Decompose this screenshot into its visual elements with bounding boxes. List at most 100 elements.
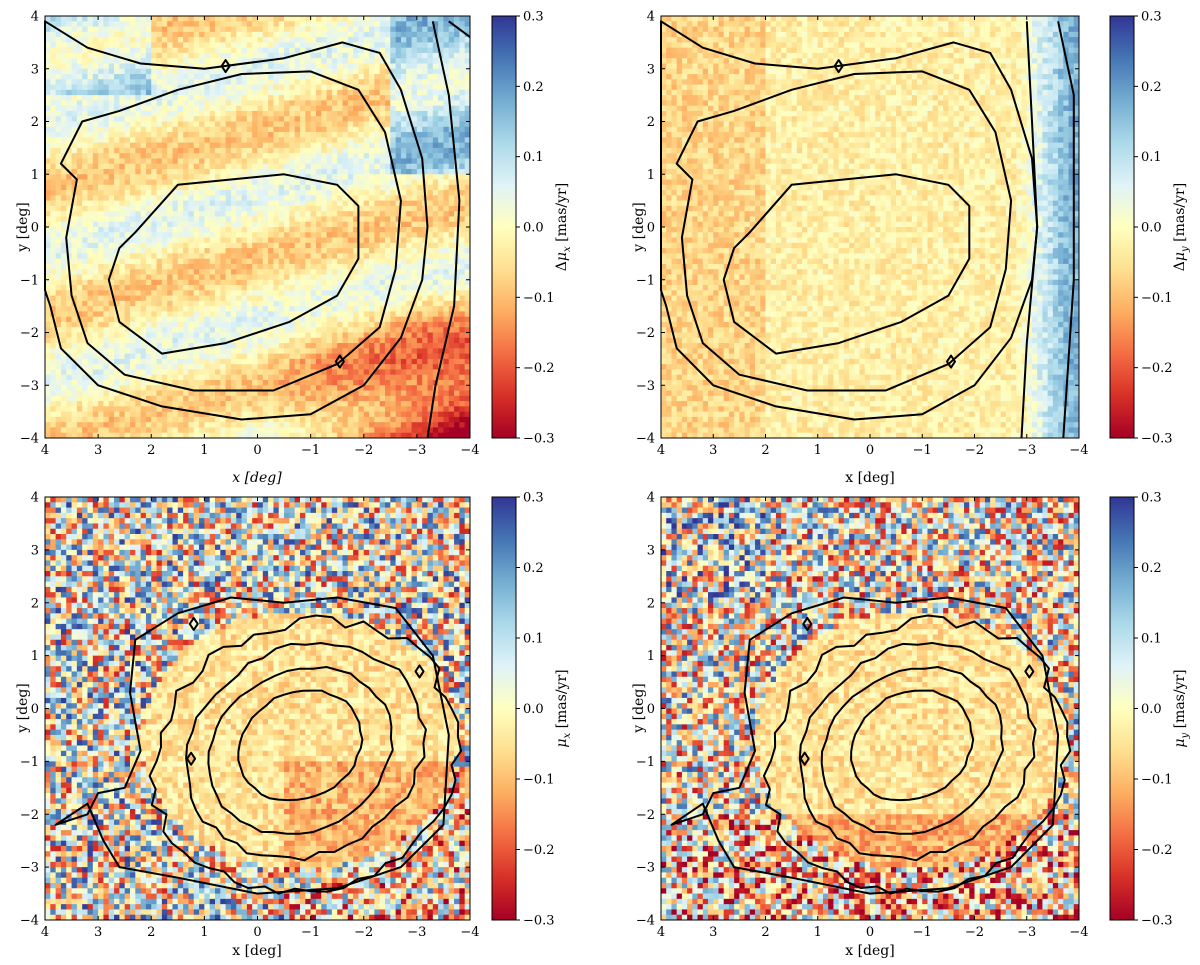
heatmap-cell bbox=[241, 132, 248, 138]
heatmap-cell bbox=[71, 285, 78, 291]
heatmap-cell bbox=[60, 216, 67, 223]
heatmap-cell bbox=[45, 369, 51, 376]
heatmap-cell bbox=[199, 74, 205, 80]
heatmap-cell bbox=[252, 242, 258, 249]
heatmap-cell bbox=[289, 26, 296, 33]
heatmap-cell bbox=[204, 89, 211, 96]
heatmap-cell bbox=[257, 422, 264, 428]
heatmap-cell bbox=[98, 353, 104, 360]
heatmap-cell bbox=[331, 142, 338, 149]
heatmap-cell bbox=[257, 153, 264, 159]
heatmap-cell bbox=[257, 237, 264, 244]
heatmap-cell bbox=[71, 163, 78, 170]
heatmap-cell bbox=[289, 74, 296, 80]
heatmap-cell bbox=[326, 395, 333, 402]
heatmap-cell bbox=[199, 16, 205, 22]
heatmap-cell bbox=[363, 132, 370, 138]
heatmap-cell bbox=[369, 174, 375, 180]
heatmap-cell bbox=[124, 211, 131, 217]
heatmap-cell bbox=[331, 174, 338, 180]
heatmap-cell bbox=[130, 37, 136, 43]
heatmap-cell bbox=[76, 200, 83, 207]
heatmap-cell bbox=[119, 105, 126, 112]
heatmap-cell bbox=[358, 374, 365, 381]
heatmap-cell bbox=[225, 132, 232, 138]
heatmap-cell bbox=[76, 211, 83, 217]
heatmap-cell bbox=[183, 21, 189, 27]
heatmap-cell bbox=[310, 248, 317, 254]
heatmap-cell bbox=[45, 263, 51, 270]
heatmap-cell bbox=[363, 110, 370, 117]
heatmap-cell bbox=[92, 327, 99, 333]
heatmap-cell bbox=[369, 89, 375, 96]
heatmap-cell bbox=[300, 327, 306, 333]
heatmap-cell bbox=[225, 227, 232, 233]
heatmap-cell bbox=[60, 290, 67, 296]
heatmap-cell bbox=[199, 58, 205, 64]
heatmap-cell bbox=[326, 269, 333, 275]
heatmap-cell bbox=[167, 416, 173, 423]
heatmap-cell bbox=[331, 348, 338, 355]
heatmap-cell bbox=[246, 427, 253, 434]
heatmap-cell bbox=[369, 84, 375, 91]
heatmap-cell bbox=[114, 395, 120, 402]
heatmap-cell bbox=[151, 279, 157, 286]
heatmap-cell bbox=[66, 26, 72, 33]
heatmap-cell bbox=[241, 379, 248, 386]
heatmap-cell bbox=[273, 190, 280, 196]
heatmap-cell bbox=[246, 343, 253, 349]
heatmap-cell bbox=[369, 74, 375, 80]
heatmap-cell bbox=[167, 147, 173, 154]
heatmap-cell bbox=[167, 16, 173, 22]
heatmap-cell bbox=[71, 374, 78, 381]
heatmap-cell bbox=[204, 269, 211, 275]
heatmap-cell bbox=[278, 290, 285, 296]
heatmap-cell bbox=[135, 89, 142, 96]
heatmap-cell bbox=[103, 37, 110, 43]
heatmap-cell bbox=[331, 422, 338, 428]
heatmap-cell bbox=[241, 168, 248, 175]
heatmap-cell bbox=[188, 105, 195, 112]
heatmap-cell bbox=[45, 52, 51, 59]
heatmap-cell bbox=[369, 121, 375, 128]
heatmap-cell bbox=[45, 379, 51, 386]
heatmap-cell bbox=[119, 248, 126, 254]
heatmap-cell bbox=[114, 31, 120, 38]
heatmap-cell bbox=[119, 300, 126, 307]
heatmap-cell bbox=[220, 337, 227, 344]
heatmap-cell bbox=[151, 79, 157, 85]
heatmap-cell bbox=[321, 68, 327, 75]
heatmap-cell bbox=[305, 385, 312, 391]
heatmap-cell bbox=[273, 348, 280, 355]
heatmap-cell bbox=[273, 295, 280, 302]
heatmap-cell bbox=[87, 290, 94, 296]
heatmap-cell bbox=[236, 16, 242, 22]
heatmap-cell bbox=[87, 422, 94, 428]
heatmap-cell bbox=[220, 200, 227, 207]
heatmap-cell bbox=[193, 158, 200, 165]
heatmap-cell bbox=[60, 364, 67, 370]
heatmap-cell bbox=[284, 200, 290, 207]
heatmap-cell bbox=[230, 16, 237, 22]
heatmap-cell bbox=[183, 31, 189, 38]
heatmap-cell bbox=[130, 121, 136, 128]
heatmap-cell bbox=[66, 300, 72, 307]
heatmap-cell bbox=[315, 285, 322, 291]
heatmap-cell bbox=[114, 26, 120, 33]
heatmap-cell bbox=[66, 68, 72, 75]
heatmap-cell bbox=[45, 269, 51, 275]
heatmap-cell bbox=[82, 306, 88, 312]
heatmap-cell bbox=[108, 227, 115, 233]
heatmap-cell bbox=[135, 406, 142, 413]
heatmap-cell bbox=[284, 411, 290, 418]
heatmap-cell bbox=[108, 216, 115, 223]
heatmap-cell bbox=[305, 337, 312, 344]
heatmap-cell bbox=[76, 279, 83, 286]
heatmap-cell bbox=[76, 116, 83, 122]
heatmap-cell bbox=[321, 353, 327, 360]
heatmap-cell bbox=[215, 142, 221, 149]
heatmap-cell bbox=[273, 58, 280, 64]
heatmap-cell bbox=[300, 416, 306, 423]
heatmap-cell bbox=[60, 47, 67, 54]
heatmap-cell bbox=[87, 168, 94, 175]
